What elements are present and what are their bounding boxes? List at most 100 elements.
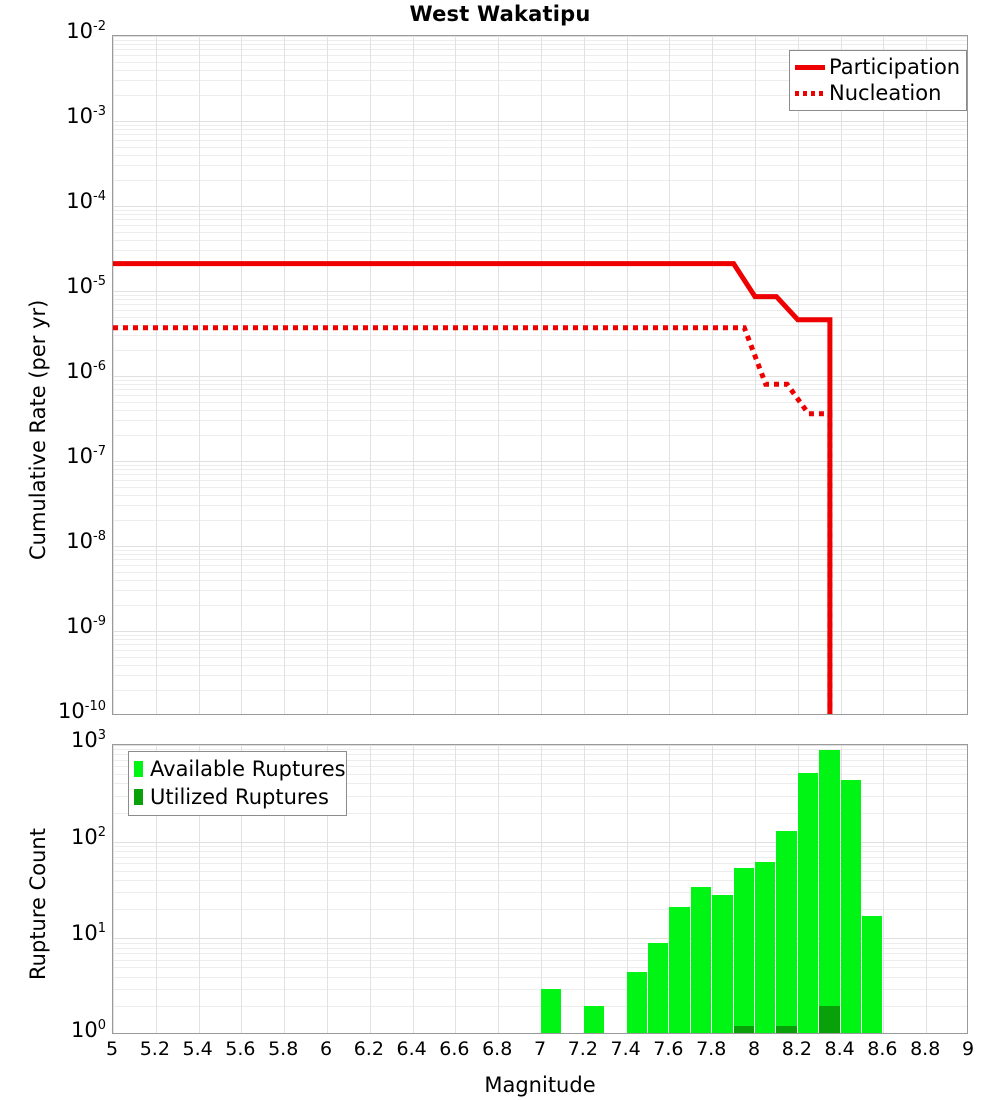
gridline	[113, 977, 967, 978]
legend-label-available-ruptures: Available Ruptures	[150, 756, 346, 781]
cumulative-rate-panel: Cumulative Rate (per yr) 10-2 10-3 10-4 10-…	[26, 19, 968, 722]
page-title: West Wakatipu	[409, 2, 591, 26]
rupture-bar	[733, 867, 754, 1033]
gridline	[113, 880, 967, 881]
gridline	[541, 745, 542, 1033]
gridline	[113, 140, 967, 141]
gridline	[841, 36, 842, 714]
cumulative-rate-lines	[113, 261, 833, 714]
gridline	[113, 774, 967, 775]
gridline	[113, 644, 967, 645]
xtick-label: 5.8	[268, 1038, 299, 1060]
xtick-label: 5.4	[182, 1038, 213, 1060]
gridline	[113, 380, 967, 381]
top-legend: Participation Nucleation	[789, 50, 967, 111]
gridline	[498, 36, 499, 714]
gridline	[755, 36, 756, 714]
gridline	[113, 461, 967, 462]
gridline	[413, 745, 414, 1033]
gridline	[113, 420, 967, 421]
xtick-label: 8.2	[781, 1038, 812, 1060]
gridline	[113, 842, 967, 843]
legend-item-participation[interactable]: Participation	[795, 54, 960, 80]
rupture-bar	[755, 862, 776, 1033]
rupture-bar	[797, 773, 819, 1033]
top-ytick-label: 10-4	[66, 189, 106, 213]
gridline	[284, 745, 285, 1033]
gridline	[113, 590, 967, 591]
top-yaxis-title: Cumulative Rate (per yr)	[26, 299, 50, 560]
gridline	[113, 690, 967, 691]
gridline	[627, 36, 628, 714]
gridline	[113, 232, 967, 233]
gridline	[113, 36, 114, 714]
gridline	[113, 487, 967, 488]
xtick-label: 7	[533, 1038, 547, 1060]
top-ytick-label: 10-8	[66, 529, 106, 553]
gridline	[113, 943, 967, 944]
gridline	[113, 550, 967, 551]
gridline	[113, 155, 967, 156]
legend-item-utilized-ruptures[interactable]: Utilized Ruptures	[134, 783, 340, 811]
gridline	[113, 299, 967, 300]
gridline	[241, 36, 242, 714]
gridline	[113, 240, 967, 241]
xtick-label: 7.8	[696, 1038, 727, 1060]
gridline	[113, 580, 967, 581]
xtick-label: 6.4	[396, 1038, 427, 1060]
gridline	[669, 36, 670, 714]
utilized-rupture-segment	[776, 1025, 797, 1033]
top-ytick-label: 10-7	[66, 444, 106, 468]
gridline	[113, 121, 967, 122]
gridline	[113, 639, 967, 640]
gridline	[712, 745, 713, 1033]
legend-item-nucleation[interactable]: Nucleation	[795, 80, 960, 106]
legend-label-nucleation: Nucleation	[829, 80, 942, 105]
gridline	[113, 480, 967, 481]
xaxis-title: Magnitude	[484, 1073, 596, 1097]
bottom-ytick-label: 100	[70, 1018, 106, 1042]
legend-label-participation: Participation	[829, 54, 961, 79]
xtick-label: 5.6	[225, 1038, 256, 1060]
gridline	[113, 410, 967, 411]
gridline	[883, 36, 884, 714]
gridline	[113, 851, 967, 852]
legend-item-available-ruptures[interactable]: Available Ruptures	[134, 755, 346, 783]
gridline	[113, 675, 967, 676]
xtick-label: 7.2	[567, 1038, 598, 1060]
bottom-legend: Available Ruptures Utilized Ruptures	[128, 751, 347, 816]
gridline	[113, 95, 967, 96]
gridline	[113, 754, 967, 755]
gridline	[113, 635, 967, 636]
legend-label-utilized-ruptures: Utilized Ruptures	[150, 784, 329, 809]
rupture-bar	[862, 916, 883, 1033]
gridline	[113, 846, 967, 847]
gridline	[113, 304, 967, 305]
gridline	[113, 650, 967, 651]
rupture-bar	[819, 750, 840, 1033]
gridline	[883, 745, 884, 1033]
gridline	[113, 749, 967, 750]
rupture-bar	[690, 887, 712, 1033]
gridline	[113, 565, 967, 566]
gridline	[113, 857, 967, 858]
gridline	[926, 36, 927, 714]
gridline	[669, 745, 670, 1033]
top-ytick-label: 10-3	[66, 104, 106, 128]
gridline	[113, 505, 967, 506]
xtick-label: 8	[747, 1038, 761, 1060]
gridline	[113, 1006, 967, 1007]
top-ytick-label: 10-2	[66, 19, 106, 43]
rupture-bar	[840, 779, 861, 1033]
xtick-label: 5.2	[139, 1038, 170, 1060]
gridline	[113, 745, 114, 1033]
xtick-label: 7.4	[610, 1038, 641, 1060]
gridline	[113, 389, 967, 390]
gridline	[113, 214, 967, 215]
gridline	[113, 219, 967, 220]
gridline	[113, 435, 967, 436]
gridline	[113, 125, 967, 126]
gridline	[113, 796, 967, 797]
xtick-label: 7.6	[653, 1038, 684, 1060]
gridline	[113, 129, 967, 130]
